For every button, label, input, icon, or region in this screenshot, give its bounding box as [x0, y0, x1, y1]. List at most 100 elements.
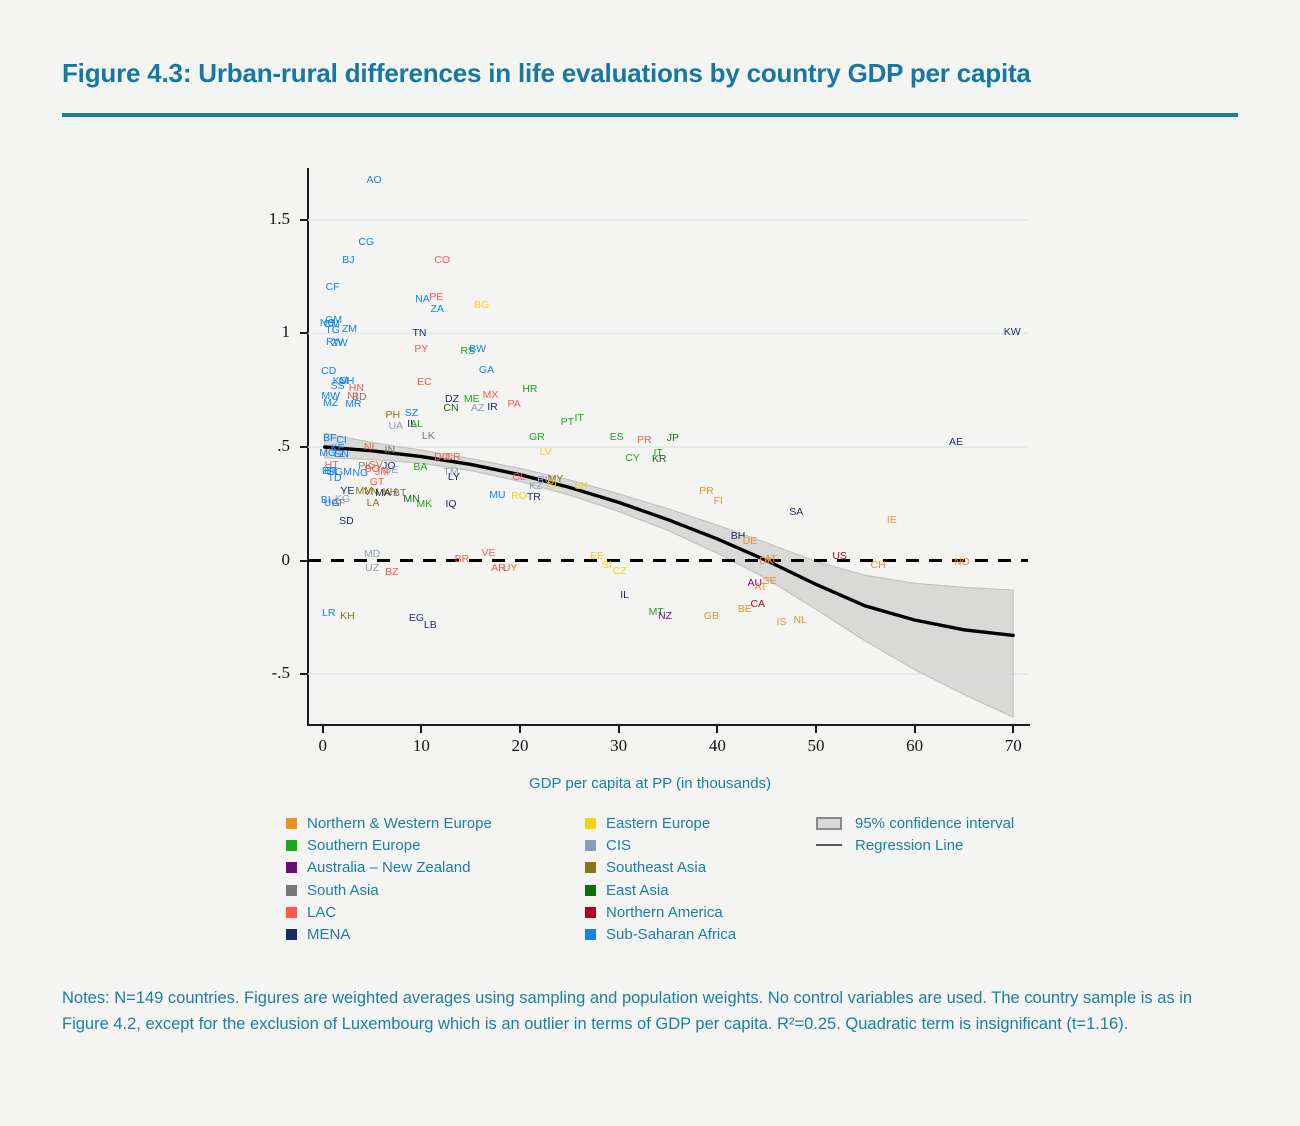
legend-item[interactable]: 95% confidence interval	[816, 812, 1014, 834]
data-point-label: EC	[417, 376, 432, 389]
data-point-label: CI	[336, 433, 347, 446]
data-point-label: CH	[870, 558, 886, 571]
data-point-label: UZ	[365, 561, 380, 574]
plot-frame: AO CG BJ CO CF NA PE ZA BG NG GM CM TG ZM TN KW RW ZW PY RS…	[308, 170, 1028, 724]
legend-color-swatch-icon	[286, 839, 297, 851]
data-point-label: IR	[487, 401, 498, 414]
y-tick	[300, 218, 307, 221]
x-tick	[321, 726, 324, 733]
y-tick-label: 0	[281, 549, 291, 569]
chart-container: Urban minus rural difference in life eva…	[0, 130, 1300, 810]
data-point-label: ME	[463, 392, 480, 405]
legend-color-swatch-icon	[585, 929, 596, 941]
data-point-label: IL	[620, 588, 629, 601]
data-point-label: GE	[383, 463, 399, 476]
legend-item[interactable]: LAC	[286, 901, 492, 923]
data-point-label: HT	[324, 458, 339, 471]
data-point-label: BF	[321, 464, 336, 477]
data-point-label: LR	[321, 607, 336, 620]
legend-item[interactable]: CIS	[585, 834, 736, 856]
data-point-label: SV	[369, 458, 384, 471]
data-point-label: KH	[340, 609, 355, 622]
data-point-label: UA	[388, 419, 404, 432]
legend-item[interactable]: Northern America	[585, 901, 736, 923]
data-point-label: EE	[589, 549, 604, 562]
data-point-label: MW	[321, 389, 341, 402]
data-point-label: LV	[539, 445, 552, 458]
legend-color-swatch-icon	[585, 884, 596, 896]
legend-item[interactable]: Southern Europe	[286, 834, 492, 856]
legend-color-swatch-icon	[286, 929, 297, 941]
data-point-label: AF	[331, 496, 346, 509]
data-point-label: SA	[789, 506, 804, 519]
legend-item-label: Australia – New Zealand	[307, 859, 471, 877]
regression-line	[323, 445, 1015, 638]
legend-item-label: Regression Line	[855, 836, 964, 854]
legend-item[interactable]: South Asia	[286, 879, 492, 901]
data-point-label: SK	[574, 479, 589, 492]
data-point-label: PA	[507, 397, 521, 410]
data-point-label: NL	[793, 613, 807, 626]
data-point-label: BD	[351, 390, 367, 403]
data-point-label: CL	[512, 470, 526, 483]
data-point-label: LY	[447, 470, 461, 483]
data-point-label: BH	[730, 529, 746, 542]
data-point-label: LB	[423, 618, 437, 631]
gridlines	[308, 219, 1028, 675]
legend-item[interactable]: Southeast Asia	[585, 857, 736, 879]
data-point-label: SN	[334, 447, 349, 460]
y-tick	[300, 673, 307, 676]
legend-color-swatch-icon	[286, 862, 297, 874]
data-point-label: IS	[776, 616, 787, 629]
data-point-label: JO	[382, 459, 396, 472]
legend-item-label: CIS	[606, 836, 632, 854]
data-point-label: TN	[412, 327, 427, 340]
data-point-label: MD	[363, 547, 381, 560]
data-point-label: KZ	[529, 479, 543, 492]
data-point-label: GM	[335, 466, 352, 479]
legend-item[interactable]: Eastern Europe	[585, 812, 736, 834]
data-point-label: TR	[526, 490, 541, 503]
data-point-label: CZ	[612, 565, 627, 578]
x-tick-label: 20	[511, 736, 529, 755]
legend-item[interactable]: Sub-Saharan Africa	[585, 923, 736, 945]
data-point-label: BF	[322, 432, 337, 445]
regression-line-swatch-icon	[816, 844, 842, 847]
data-point-label: MM	[355, 485, 373, 498]
data-point-label: HR	[522, 382, 538, 395]
legend-item[interactable]: MENA	[286, 923, 492, 945]
legend-item[interactable]: East Asia	[585, 879, 736, 901]
data-point-label: PR	[699, 484, 714, 497]
data-point-label: CA	[750, 597, 766, 610]
data-point-label: CN	[443, 401, 459, 414]
data-point-label: IN	[384, 443, 396, 456]
data-point-label: CO	[434, 253, 450, 266]
legend-item[interactable]: Northern & Western Europe	[286, 812, 492, 834]
data-point-label: KE	[330, 441, 345, 454]
x-tick	[1012, 726, 1015, 733]
data-point-label: NI	[347, 389, 358, 402]
data-point-label: ES	[609, 430, 624, 443]
legend-color-swatch-icon	[286, 884, 297, 896]
data-point-label: BI	[320, 494, 331, 507]
data-point-label: CM	[323, 317, 340, 330]
data-point-label: NI	[363, 441, 375, 454]
data-point-label: ZA	[430, 302, 444, 315]
data-point-label: DZ	[445, 393, 459, 406]
data-point-label: CD	[321, 364, 337, 377]
data-point-label: BO	[364, 462, 380, 475]
data-point-label: NO	[954, 556, 970, 569]
data-point-label: DE	[742, 534, 758, 547]
data-point-label: GR	[528, 430, 545, 443]
legend-item[interactable]: Australia – New Zealand	[286, 857, 492, 879]
data-point-label: FI	[713, 494, 723, 507]
data-point-label: BJ	[342, 253, 355, 266]
legend-item[interactable]: Regression Line	[816, 834, 1014, 856]
data-point-label: CR	[445, 450, 461, 463]
scatter-plot-canvas	[308, 219, 1028, 718]
legend-item-label: Sub-Saharan Africa	[606, 926, 737, 944]
data-point-label: RW	[325, 335, 344, 348]
data-point-label: KG	[334, 492, 351, 505]
legend-item-label: Northern America	[606, 903, 723, 921]
data-point-label: SL	[327, 465, 341, 478]
